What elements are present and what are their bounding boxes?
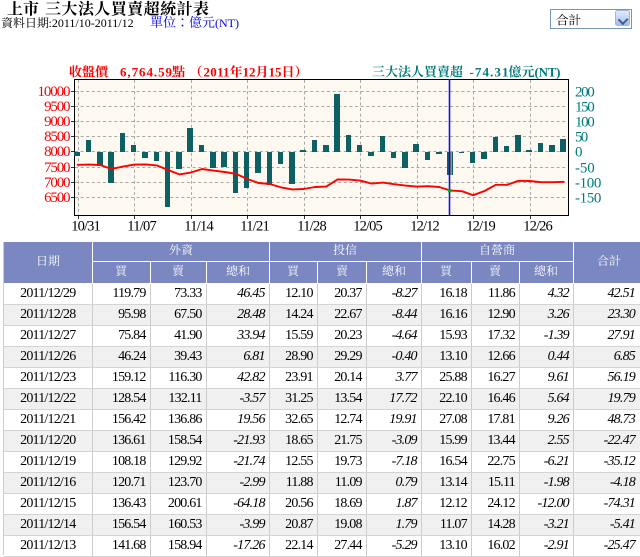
svg-text:10000: 10000 — [38, 84, 71, 100]
svg-text:9500: 9500 — [44, 99, 70, 115]
svg-text:100: 100 — [575, 114, 595, 130]
svg-text:9000: 9000 — [44, 114, 70, 130]
svg-text:200: 200 — [575, 84, 595, 100]
svg-text:-150: -150 — [575, 190, 601, 206]
svg-text:12/12: 12/12 — [410, 219, 440, 235]
svg-text:10/31: 10/31 — [71, 219, 101, 235]
svg-text:6,764.59: 6,764.59 — [120, 64, 173, 79]
svg-text:12/05: 12/05 — [353, 219, 383, 235]
svg-text:-74.31: -74.31 — [470, 64, 509, 79]
svg-text:8000: 8000 — [44, 144, 70, 160]
svg-text:12: 12 — [243, 64, 256, 79]
svg-text:11/21: 11/21 — [240, 219, 270, 235]
svg-text:0: 0 — [575, 144, 583, 160]
svg-text:11/28: 11/28 — [297, 219, 327, 235]
svg-text:-100: -100 — [575, 175, 601, 191]
svg-text:150: 150 — [575, 99, 595, 115]
svg-text:(NT): (NT) — [535, 64, 561, 79]
svg-text:15: 15 — [269, 64, 283, 79]
svg-text:11/14: 11/14 — [184, 219, 214, 235]
svg-text:7000: 7000 — [44, 175, 70, 191]
svg-text:50: 50 — [575, 129, 588, 145]
svg-text:7500: 7500 — [44, 160, 70, 176]
svg-text:-50: -50 — [575, 160, 595, 176]
svg-text:2011: 2011 — [204, 64, 230, 79]
svg-text:12/19: 12/19 — [466, 219, 496, 235]
svg-text:8500: 8500 — [44, 129, 70, 145]
svg-text:12/26: 12/26 — [523, 219, 553, 235]
svg-text:11/07: 11/07 — [127, 219, 157, 235]
svg-text:6500: 6500 — [44, 190, 70, 206]
